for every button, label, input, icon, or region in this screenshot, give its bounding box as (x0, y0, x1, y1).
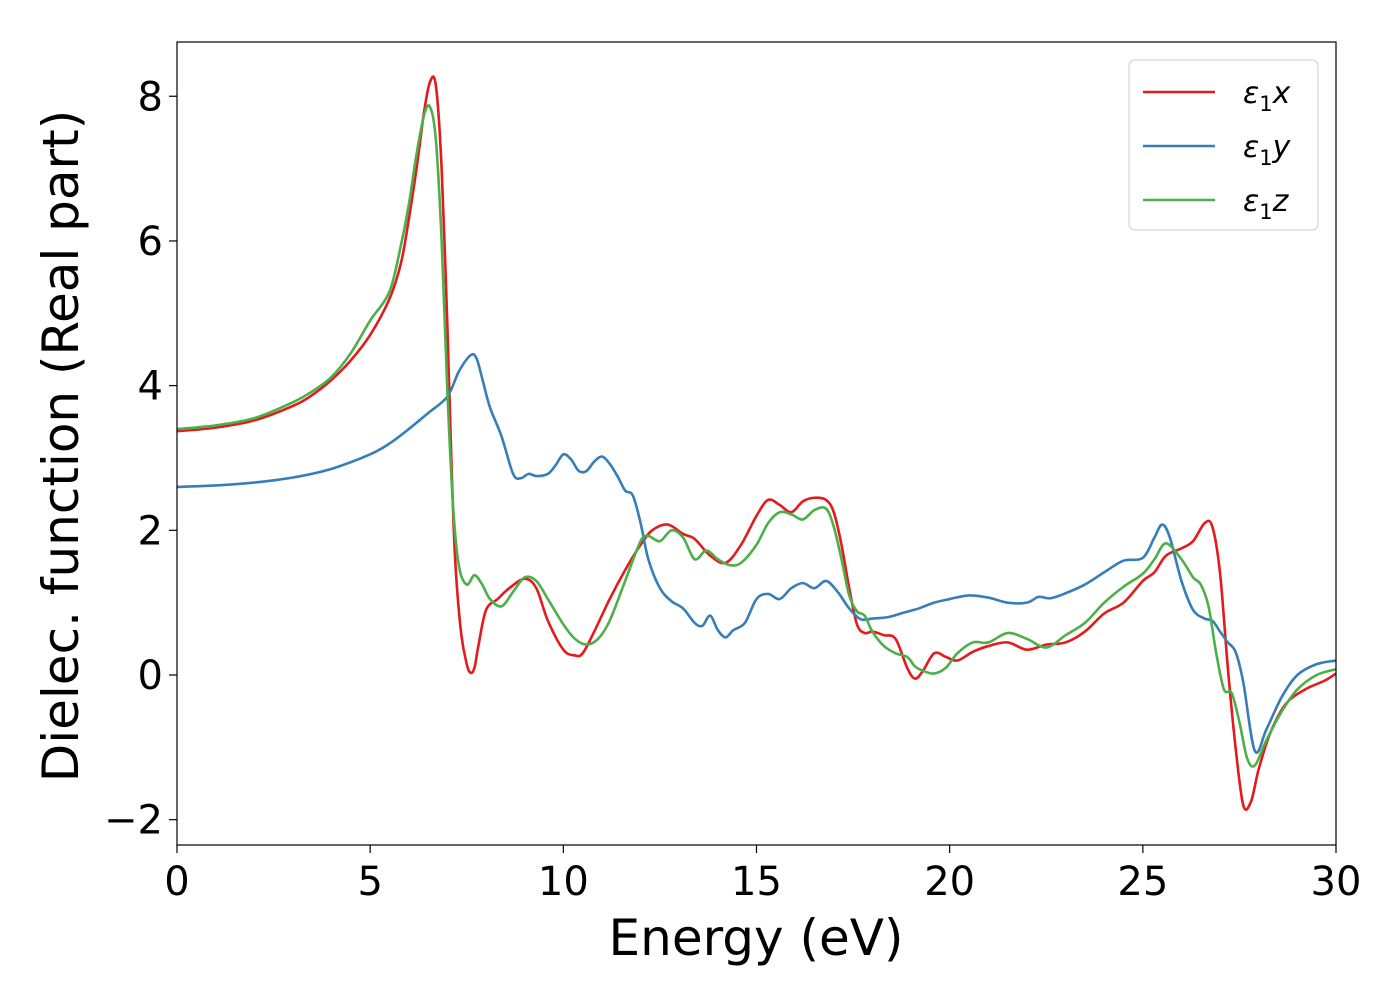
legend-label-symbol: ε (1243, 130, 1259, 165)
legend-entry-y: ε1y (1143, 130, 1292, 170)
x-tick-label: 0 (164, 859, 189, 905)
legend-label-subscript: 1 (1259, 200, 1272, 224)
legend-label-component: x (1272, 76, 1291, 111)
legend-label-component: z (1272, 184, 1290, 219)
x-tick-label: 20 (924, 859, 975, 905)
legend-entry-z: ε1z (1143, 184, 1290, 224)
series-line-y (177, 352, 1336, 754)
x-tick-label: 5 (357, 859, 382, 905)
y-tick-label: 6 (138, 219, 163, 265)
y-tick-label: 2 (138, 508, 163, 554)
legend-label-component: y (1272, 130, 1292, 165)
x-tick-label: 25 (1117, 859, 1168, 905)
x-tick-label: 10 (538, 859, 589, 905)
legend-box (1128, 59, 1319, 231)
series-line-z (177, 104, 1336, 768)
x-tick-label: 15 (731, 859, 782, 905)
legend-label-symbol: ε (1243, 76, 1259, 111)
y-axis-label: Dielec. function (Real part) (32, 110, 90, 782)
y-tick-label: 0 (138, 653, 163, 699)
legend-entry-x: ε1x (1143, 76, 1291, 116)
y-tick-label: 4 (138, 364, 163, 410)
legend-label-subscript: 1 (1259, 146, 1272, 170)
legend-label-subscript: 1 (1259, 92, 1272, 116)
y-ticks: −2 0 2 4 6 8 (104, 74, 177, 844)
x-ticks: 0 5 10 15 20 25 30 (164, 845, 1361, 905)
y-tick-label: −2 (104, 798, 163, 844)
legend-label-symbol: ε (1243, 184, 1259, 219)
legend-label: ε1z (1243, 184, 1290, 224)
plot-frame (176, 41, 1337, 846)
series-layer (177, 75, 1336, 811)
legend-label: ε1y (1243, 130, 1292, 170)
y-tick-label: 8 (138, 74, 163, 120)
legend-label: ε1x (1243, 76, 1291, 116)
series-line-x (177, 75, 1336, 811)
x-tick-label: 30 (1311, 859, 1362, 905)
x-axis-label: Energy (eV) (609, 909, 904, 967)
